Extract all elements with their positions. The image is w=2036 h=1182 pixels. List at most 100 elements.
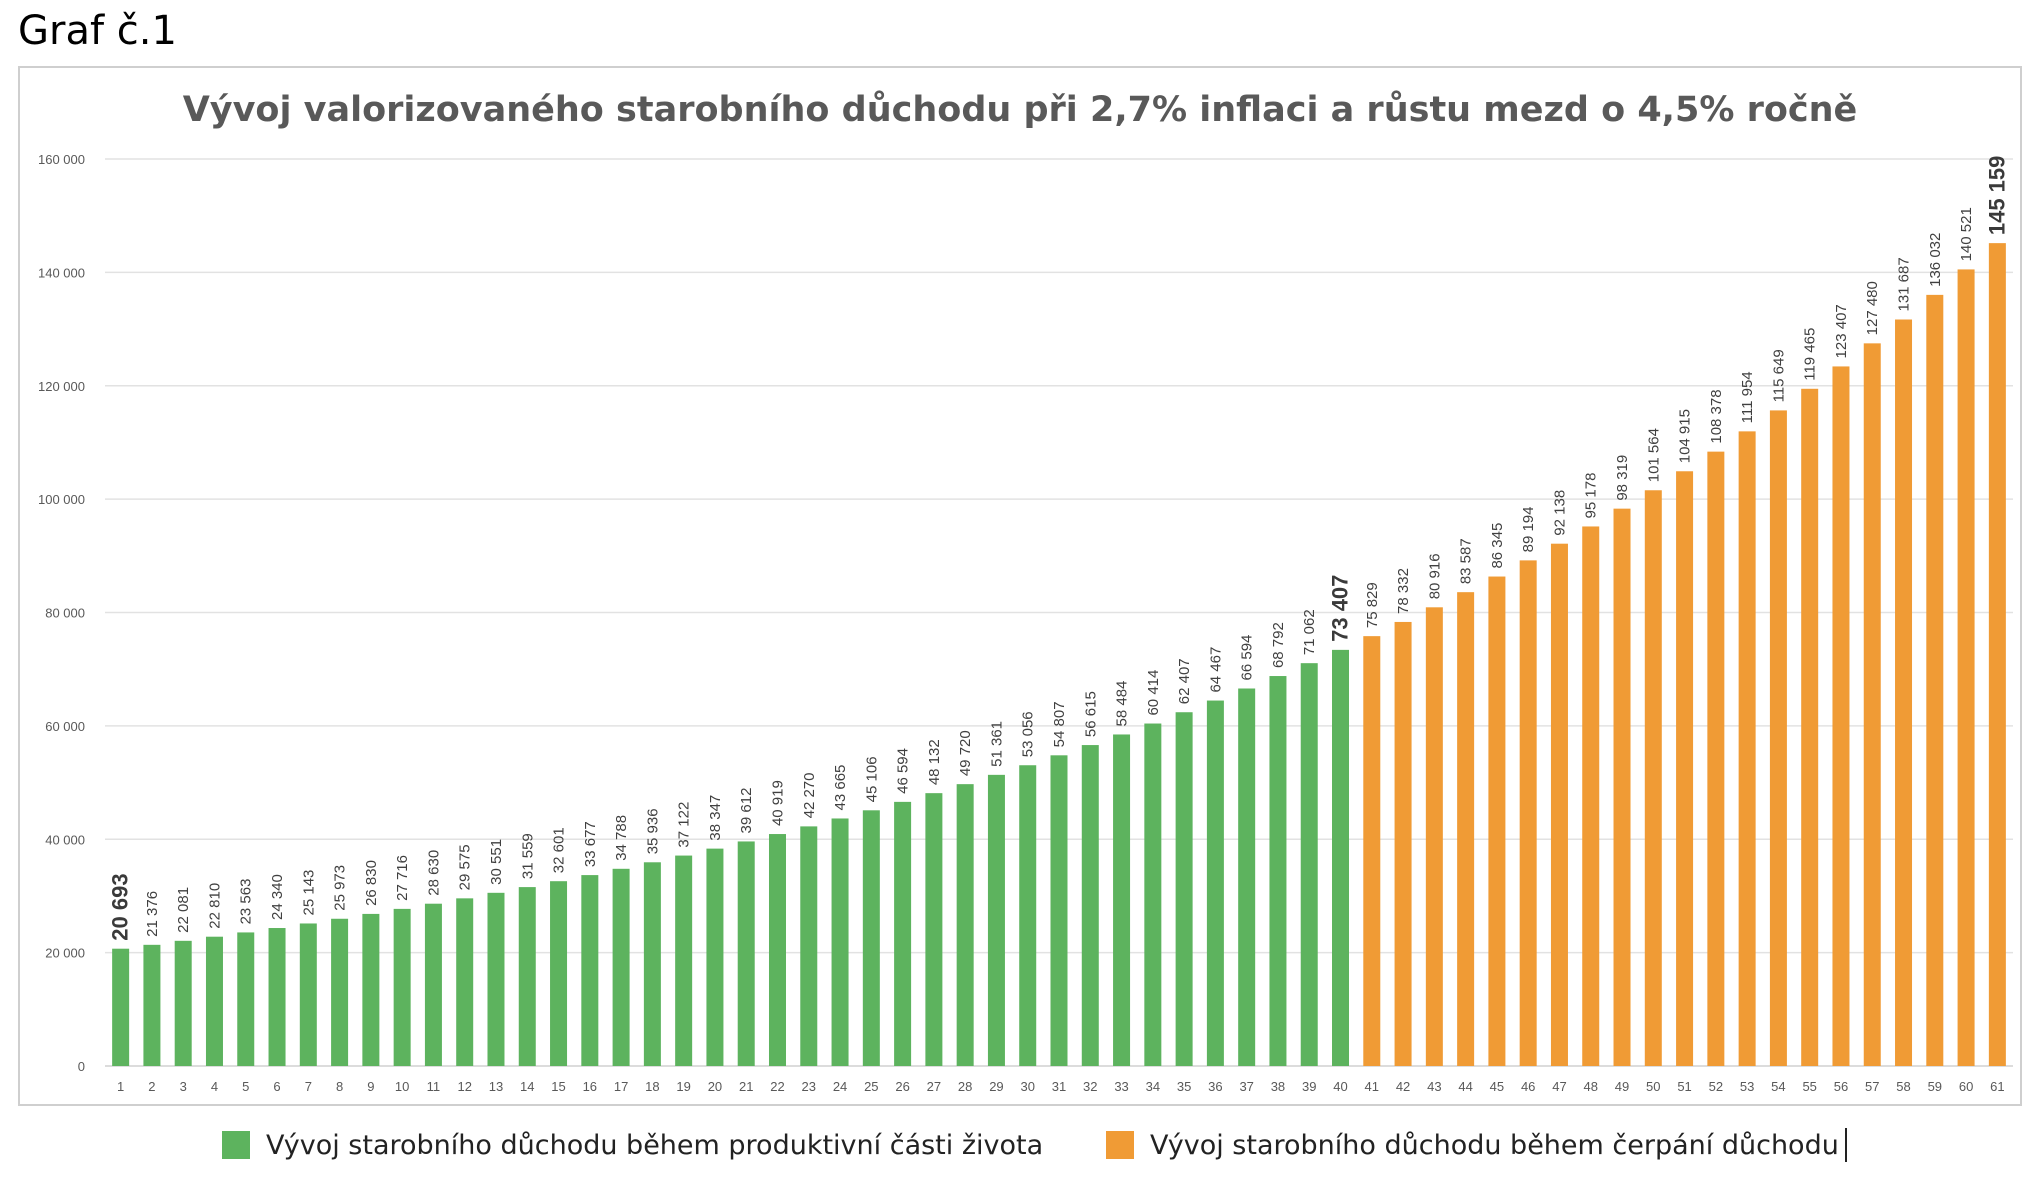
x-tick-label: 22 [770, 1079, 784, 1094]
x-tick-label: 56 [1834, 1079, 1848, 1094]
y-tick-label: 140 000 [38, 265, 85, 280]
bar [237, 932, 255, 1066]
bar [1300, 663, 1318, 1066]
x-tick-label: 58 [1896, 1079, 1910, 1094]
data-label: 43 665 [832, 765, 849, 811]
bar [1332, 649, 1350, 1066]
data-label: 127 480 [1864, 281, 1881, 335]
bar [1113, 734, 1131, 1066]
bar [862, 810, 880, 1066]
bar [1582, 526, 1600, 1066]
data-label: 71 062 [1301, 609, 1318, 655]
bar [675, 855, 693, 1066]
bar [205, 936, 223, 1066]
bar [612, 868, 630, 1066]
x-tick-label: 33 [1114, 1079, 1128, 1094]
x-tick-label: 60 [1959, 1079, 1973, 1094]
bar [268, 928, 286, 1066]
data-label: 89 194 [1520, 506, 1537, 552]
y-tick-label: 0 [78, 1059, 85, 1074]
data-label: 62 407 [1176, 658, 1193, 704]
x-tick-label: 27 [927, 1079, 941, 1094]
y-tick-label: 160 000 [38, 152, 85, 167]
data-label: 29 575 [457, 844, 474, 890]
data-label: 145 159 [1984, 156, 2009, 236]
y-tick-label: 120 000 [38, 379, 85, 394]
bars [112, 243, 2006, 1067]
x-tick-label: 39 [1302, 1079, 1316, 1094]
data-label: 45 106 [863, 756, 880, 802]
y-tick-label: 80 000 [45, 606, 85, 621]
data-label: 25 143 [300, 870, 317, 916]
bar [925, 793, 943, 1066]
bar [1206, 700, 1224, 1066]
bar [1676, 471, 1694, 1067]
data-label: 51 361 [988, 721, 1005, 767]
data-label: 32 601 [551, 827, 568, 873]
x-tick-label: 9 [367, 1079, 374, 1094]
y-tick-label: 20 000 [45, 946, 85, 961]
bar [1425, 607, 1443, 1066]
bar [1519, 560, 1537, 1066]
data-label: 86 345 [1489, 523, 1506, 569]
x-tick-label: 37 [1239, 1079, 1253, 1094]
bar [1081, 745, 1099, 1066]
bar [1644, 490, 1662, 1067]
data-label: 27 716 [394, 855, 411, 901]
data-label: 80 916 [1426, 553, 1443, 599]
bar [1238, 688, 1256, 1066]
x-tick-label: 23 [802, 1079, 816, 1094]
data-label: 78 332 [1395, 568, 1412, 614]
data-label: 26 830 [363, 860, 380, 906]
x-tick-label: 47 [1552, 1079, 1566, 1094]
data-label: 25 973 [332, 865, 349, 911]
x-tick-label: 32 [1083, 1079, 1097, 1094]
x-tick-label: 52 [1709, 1079, 1723, 1094]
bar [1738, 431, 1756, 1067]
legend-swatch-retirement [1106, 1131, 1134, 1159]
bar [331, 918, 349, 1066]
x-tick-label: 31 [1052, 1079, 1066, 1094]
data-label: 34 788 [613, 815, 630, 861]
data-label: 46 594 [895, 748, 912, 794]
x-tick-label: 54 [1771, 1079, 1785, 1094]
bar [1801, 388, 1819, 1066]
text-cursor [1844, 1128, 1847, 1162]
data-label: 123 407 [1833, 304, 1850, 358]
x-tick-label: 3 [180, 1079, 187, 1094]
x-tick-label: 25 [864, 1079, 878, 1094]
data-label: 119 465 [1802, 328, 1819, 381]
x-tick-label: 24 [833, 1079, 847, 1094]
x-tick-label: 12 [457, 1079, 471, 1094]
x-tick-label: 50 [1646, 1079, 1660, 1094]
x-tick-label: 44 [1458, 1079, 1472, 1094]
x-tick-label: 11 [427, 1079, 441, 1094]
x-tick-label: 34 [1146, 1079, 1160, 1094]
bar [1613, 508, 1631, 1066]
bar [1988, 243, 2006, 1067]
bar [1457, 592, 1475, 1066]
bar [143, 944, 161, 1066]
y-tick-label: 60 000 [45, 719, 85, 734]
x-tick-label: 18 [645, 1079, 659, 1094]
chart-frame: Vývoj valorizovaného starobního důchodu … [18, 66, 2022, 1106]
bar [1269, 676, 1287, 1066]
data-label: 83 587 [1458, 538, 1475, 584]
x-tick-label: 49 [1615, 1079, 1629, 1094]
bar [456, 898, 474, 1066]
x-tick-label: 1 [117, 1079, 124, 1094]
bar [706, 848, 724, 1066]
bar [1019, 765, 1037, 1066]
data-label: 21 376 [144, 891, 161, 937]
bar [800, 826, 818, 1066]
bar [581, 875, 599, 1066]
bar [956, 784, 974, 1066]
x-tick-label: 48 [1584, 1079, 1598, 1094]
data-label: 111 954 [1739, 371, 1756, 423]
data-label: 58 484 [1114, 681, 1131, 727]
x-tick-label: 14 [520, 1079, 534, 1094]
bar [643, 862, 661, 1066]
x-tick-label: 53 [1740, 1079, 1754, 1094]
bar [1926, 294, 1944, 1066]
bar [1050, 755, 1068, 1066]
